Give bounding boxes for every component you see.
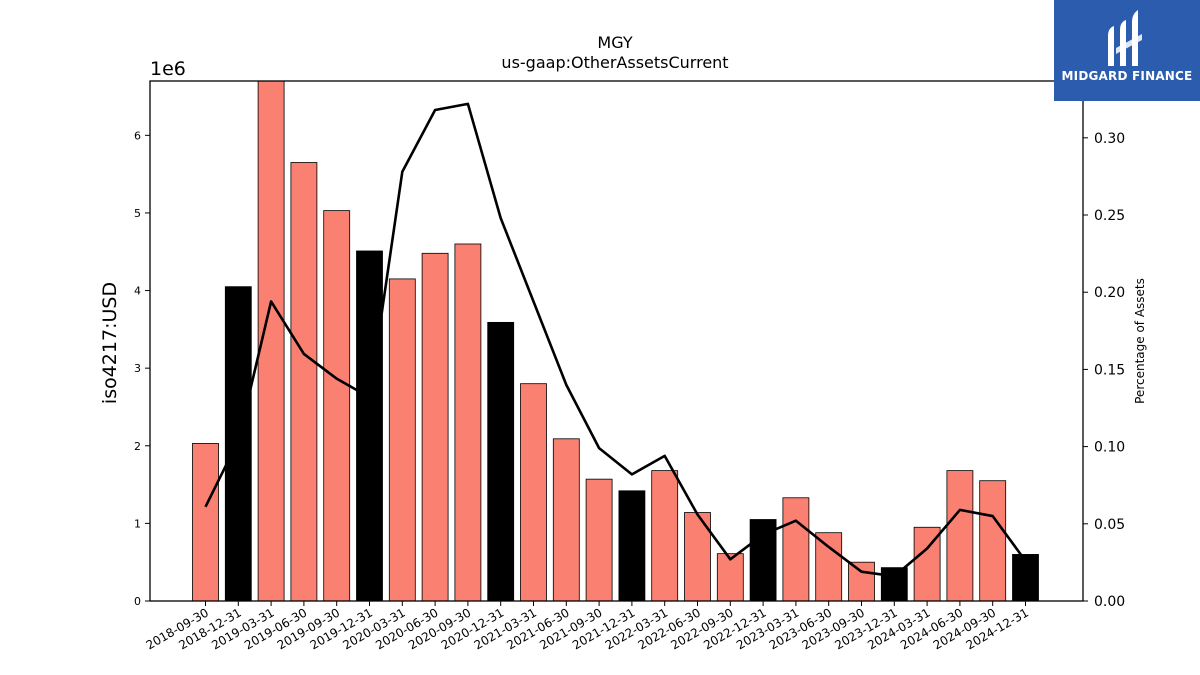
bar xyxy=(356,250,383,602)
y-tick-label: 0 xyxy=(134,595,141,608)
y-axis-label: iso4217:USD xyxy=(99,282,121,404)
bar xyxy=(946,470,974,602)
logo-mark-icon xyxy=(1108,10,1142,66)
y2-tick-label: 0.15 xyxy=(1094,362,1125,378)
y2-tick-label: 0.00 xyxy=(1094,594,1125,610)
bar xyxy=(716,553,744,602)
bar xyxy=(782,497,810,602)
plot-frame xyxy=(149,80,1084,602)
bar xyxy=(979,480,1007,602)
bar xyxy=(1012,554,1039,602)
y-tick-label: 5 xyxy=(134,207,141,220)
bar xyxy=(388,278,416,602)
bar xyxy=(552,438,580,602)
bar xyxy=(880,567,908,602)
y2-tick-label: 0.25 xyxy=(1094,208,1125,224)
y-tick-label: 6 xyxy=(134,129,141,142)
chart-title-group: MGY us-gaap:OtherAssetsCurrent xyxy=(501,33,728,72)
bar xyxy=(585,478,613,602)
bar xyxy=(421,252,449,602)
chart-subtitle: us-gaap:OtherAssetsCurrent xyxy=(501,53,728,72)
bar xyxy=(224,286,252,602)
y2-tick-label: 0.05 xyxy=(1094,517,1125,533)
y-tick-label: 2 xyxy=(134,440,141,453)
y2-tick-label: 0.30 xyxy=(1094,131,1125,147)
bar xyxy=(487,321,515,602)
midgard-finance-logo: MIDGARD FINANCE xyxy=(1054,0,1200,101)
bar xyxy=(192,443,219,602)
bar xyxy=(848,561,875,602)
bar xyxy=(323,210,351,602)
y-tick-label: 1 xyxy=(134,517,141,530)
logo-text: MIDGARD FINANCE xyxy=(1061,69,1193,83)
plot-area: 01234560.000.050.100.150.200.250.302018-… xyxy=(134,80,1125,652)
bar xyxy=(815,532,843,602)
y2-axis-label: Percentage of Assets xyxy=(1133,278,1147,404)
bar xyxy=(749,519,777,602)
y-multiplier-label: 1e6 xyxy=(150,58,186,80)
series-line-percentage-of-assets xyxy=(204,102,1027,578)
bar xyxy=(651,470,679,602)
chart-title: MGY xyxy=(597,33,632,52)
y-tick-label: 4 xyxy=(134,285,141,298)
y2-tick-label: 0.10 xyxy=(1094,440,1125,456)
y-tick-label: 3 xyxy=(134,362,141,375)
bar xyxy=(618,490,646,602)
bar xyxy=(454,243,482,602)
bar xyxy=(520,383,547,602)
bar xyxy=(290,162,318,602)
y2-tick-label: 0.20 xyxy=(1094,285,1125,301)
